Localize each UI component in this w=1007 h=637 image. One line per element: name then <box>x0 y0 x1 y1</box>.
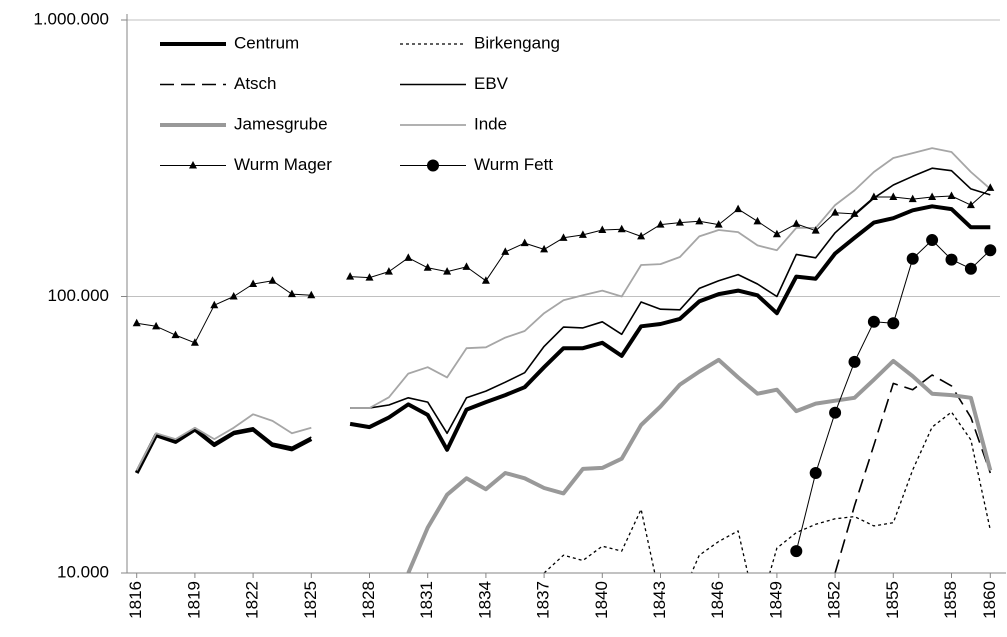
point-marker <box>850 209 859 217</box>
x-tick-label: 1822 <box>243 581 262 619</box>
point-marker <box>423 263 432 271</box>
x-tick-label: 1849 <box>766 581 785 619</box>
point-marker <box>171 330 180 339</box>
point-marker <box>831 208 840 216</box>
x-tick-label: 1840 <box>592 581 611 619</box>
point-marker <box>908 194 917 203</box>
point-marker <box>734 204 743 213</box>
series-line <box>135 147 991 471</box>
point-marker <box>229 292 238 300</box>
point-marker <box>578 230 587 238</box>
x-tick-label: 1843 <box>650 581 669 619</box>
point-marker <box>152 321 161 330</box>
series-line <box>406 357 993 573</box>
point-marker <box>617 224 626 233</box>
point-marker <box>365 273 374 281</box>
grid <box>127 19 1000 297</box>
point-marker <box>964 262 977 275</box>
point-marker <box>947 191 956 199</box>
point-marker <box>790 545 803 558</box>
series-line <box>834 374 992 573</box>
point-marker <box>928 192 937 201</box>
legend-label: Wurm Fett <box>474 155 553 174</box>
point-marker <box>132 318 141 327</box>
x-tick-label: 1816 <box>126 581 145 619</box>
point-marker <box>559 233 568 241</box>
point-marker <box>268 276 277 284</box>
legend-label: Inde <box>474 114 507 133</box>
point-marker <box>829 406 842 419</box>
point-marker <box>190 338 199 346</box>
y-tick-label: 100.000 <box>48 286 109 305</box>
legend-label: Atsch <box>234 74 277 93</box>
x-tick-label: 1846 <box>708 581 727 619</box>
x-tick-label: 1852 <box>825 581 844 619</box>
x-tick-label: 1834 <box>475 581 494 619</box>
point-marker <box>889 192 898 201</box>
point-marker <box>772 229 781 238</box>
point-marker <box>637 231 646 240</box>
point-marker <box>210 300 219 309</box>
x-tick-label: 1831 <box>417 581 436 619</box>
y-tick-label: 10.000 <box>57 562 109 581</box>
x-tick-label: 1828 <box>359 581 378 619</box>
legend-label: Wurm Mager <box>234 155 332 174</box>
point-marker <box>753 216 762 225</box>
point-marker <box>966 200 975 209</box>
series-line <box>134 204 991 474</box>
legend-label: Jamesgrube <box>234 114 328 133</box>
point-marker <box>809 466 822 479</box>
x-tick-label: 1837 <box>534 581 553 619</box>
point-marker <box>249 279 258 287</box>
point-marker <box>540 244 549 253</box>
point-marker <box>189 161 197 169</box>
legend-label: Birkengang <box>474 33 560 52</box>
plot-area <box>132 147 997 573</box>
point-marker <box>714 220 723 228</box>
point-marker <box>598 225 607 233</box>
series-line <box>543 411 991 573</box>
y-tick-label: 1.000.000 <box>33 9 109 28</box>
point-marker <box>986 183 995 191</box>
point-marker <box>307 290 316 299</box>
x-tick-label: 1819 <box>184 581 203 619</box>
x-tick-label: 1860 <box>980 581 999 619</box>
x-tick-label: 1855 <box>883 581 902 619</box>
point-marker <box>443 267 452 275</box>
point-marker <box>695 216 704 225</box>
legend-label: Centrum <box>234 33 299 52</box>
point-marker <box>656 220 665 228</box>
point-marker <box>427 159 439 172</box>
point-marker <box>869 192 878 201</box>
point-marker <box>462 262 471 270</box>
series-line <box>136 187 991 344</box>
point-marker <box>887 317 900 330</box>
point-marker <box>675 218 684 226</box>
point-marker <box>384 267 393 275</box>
point-marker <box>984 244 997 257</box>
axes: 10.000 100.000 1.000.000 1816 1819 1822 1825 18… <box>33 9 1006 619</box>
point-marker <box>926 234 939 247</box>
point-marker <box>867 315 880 328</box>
point-marker <box>404 253 413 261</box>
point-marker <box>346 272 355 280</box>
point-marker <box>287 289 296 298</box>
point-marker <box>945 253 958 266</box>
point-marker <box>520 238 529 247</box>
legend-label: EBV <box>474 74 509 93</box>
legend: Centrum Birkengang Atsch EBV Jamesgrube Inde W… <box>160 33 560 174</box>
point-marker <box>481 276 490 284</box>
point-marker <box>501 247 510 255</box>
x-tick-label: 1825 <box>301 581 320 619</box>
series-line <box>135 167 991 471</box>
point-marker <box>811 226 820 234</box>
point-marker <box>906 252 919 265</box>
point-marker <box>792 219 801 227</box>
point-marker <box>848 355 861 368</box>
x-tick-label: 1858 <box>941 581 960 619</box>
